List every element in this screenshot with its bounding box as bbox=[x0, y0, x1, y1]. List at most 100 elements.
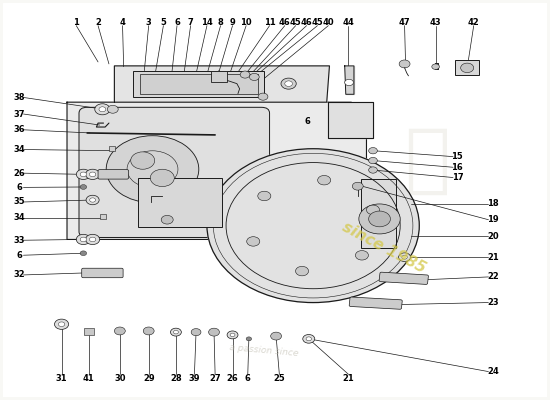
Text: 45: 45 bbox=[312, 18, 323, 27]
Text: 6: 6 bbox=[245, 374, 251, 383]
Text: 20: 20 bbox=[487, 232, 499, 241]
Text: 15: 15 bbox=[452, 152, 463, 161]
FancyBboxPatch shape bbox=[379, 272, 428, 284]
Polygon shape bbox=[114, 66, 329, 102]
Text: 26: 26 bbox=[13, 169, 25, 178]
Text: 7: 7 bbox=[188, 18, 194, 27]
Circle shape bbox=[247, 237, 260, 246]
Bar bbox=[100, 214, 106, 219]
Circle shape bbox=[80, 172, 86, 177]
Circle shape bbox=[80, 185, 86, 189]
Circle shape bbox=[306, 337, 311, 341]
Text: a passion since: a passion since bbox=[229, 343, 299, 358]
Text: 29: 29 bbox=[143, 374, 155, 383]
Text: 8: 8 bbox=[218, 18, 223, 27]
Circle shape bbox=[353, 182, 363, 190]
Circle shape bbox=[318, 176, 331, 185]
Text: 24: 24 bbox=[487, 367, 499, 376]
Circle shape bbox=[76, 234, 90, 244]
Text: 6: 6 bbox=[16, 251, 22, 260]
Circle shape bbox=[227, 331, 238, 339]
Circle shape bbox=[76, 169, 90, 180]
Text: 45: 45 bbox=[290, 18, 301, 27]
Circle shape bbox=[208, 328, 219, 336]
Circle shape bbox=[359, 204, 400, 234]
Text: 40: 40 bbox=[322, 18, 334, 27]
Circle shape bbox=[90, 198, 96, 202]
Text: 39: 39 bbox=[189, 374, 200, 383]
Bar bbox=[361, 179, 397, 248]
Text: 16: 16 bbox=[452, 163, 463, 172]
Circle shape bbox=[355, 250, 368, 260]
Circle shape bbox=[258, 93, 268, 100]
Text: 2: 2 bbox=[95, 18, 101, 27]
Circle shape bbox=[90, 172, 96, 177]
Circle shape bbox=[345, 79, 354, 86]
Text: 1: 1 bbox=[73, 18, 79, 27]
Circle shape bbox=[366, 205, 379, 214]
Circle shape bbox=[95, 104, 110, 115]
Bar bbox=[211, 71, 227, 82]
Text: since 1985: since 1985 bbox=[339, 219, 428, 276]
Polygon shape bbox=[328, 102, 373, 138]
Circle shape bbox=[285, 81, 293, 86]
Circle shape bbox=[302, 334, 315, 343]
Text: 23: 23 bbox=[487, 298, 499, 307]
Circle shape bbox=[207, 149, 419, 302]
Circle shape bbox=[107, 105, 118, 113]
Circle shape bbox=[106, 136, 199, 203]
Text: 43: 43 bbox=[430, 18, 442, 27]
Bar bbox=[109, 146, 116, 151]
Text: 42: 42 bbox=[468, 18, 480, 27]
Circle shape bbox=[80, 237, 86, 242]
Circle shape bbox=[240, 71, 250, 78]
Circle shape bbox=[368, 167, 377, 173]
Circle shape bbox=[173, 330, 178, 334]
Text: 31: 31 bbox=[56, 374, 68, 383]
Bar bbox=[85, 328, 94, 335]
Polygon shape bbox=[345, 66, 354, 94]
Text: 21: 21 bbox=[487, 253, 499, 262]
Circle shape bbox=[90, 237, 96, 242]
Circle shape bbox=[170, 328, 182, 336]
Circle shape bbox=[295, 266, 309, 276]
Bar bbox=[134, 71, 264, 98]
Circle shape bbox=[99, 107, 106, 112]
Text: 44: 44 bbox=[343, 18, 354, 27]
Circle shape bbox=[249, 73, 259, 80]
Text: 22: 22 bbox=[487, 272, 499, 282]
Circle shape bbox=[461, 63, 474, 72]
FancyBboxPatch shape bbox=[98, 170, 129, 179]
FancyBboxPatch shape bbox=[82, 268, 123, 278]
Circle shape bbox=[399, 253, 410, 262]
Circle shape bbox=[114, 327, 125, 335]
Bar bbox=[138, 178, 222, 227]
Circle shape bbox=[281, 78, 296, 89]
Text: 3: 3 bbox=[146, 18, 152, 27]
Text: 11: 11 bbox=[263, 18, 276, 27]
Text: 6: 6 bbox=[174, 18, 180, 27]
Text: 10: 10 bbox=[240, 18, 252, 27]
Text: 47: 47 bbox=[399, 18, 410, 27]
FancyBboxPatch shape bbox=[79, 107, 270, 238]
Circle shape bbox=[402, 255, 407, 259]
Text: 5: 5 bbox=[161, 18, 166, 27]
Text: 9: 9 bbox=[230, 18, 235, 27]
Text: 27: 27 bbox=[210, 374, 221, 383]
Text: 46: 46 bbox=[279, 18, 290, 27]
Circle shape bbox=[271, 332, 282, 340]
Text: 30: 30 bbox=[114, 374, 125, 383]
Text: 6: 6 bbox=[305, 117, 311, 126]
Text: 25: 25 bbox=[273, 374, 285, 383]
Circle shape bbox=[368, 148, 377, 154]
Circle shape bbox=[86, 195, 99, 205]
Text: 46: 46 bbox=[301, 18, 312, 27]
Circle shape bbox=[131, 152, 155, 169]
Text: 21: 21 bbox=[343, 374, 354, 383]
Circle shape bbox=[399, 60, 410, 68]
Circle shape bbox=[86, 169, 100, 180]
Text: 18: 18 bbox=[487, 200, 499, 208]
Circle shape bbox=[143, 327, 154, 335]
Text: 32: 32 bbox=[13, 270, 25, 280]
Circle shape bbox=[191, 328, 201, 336]
